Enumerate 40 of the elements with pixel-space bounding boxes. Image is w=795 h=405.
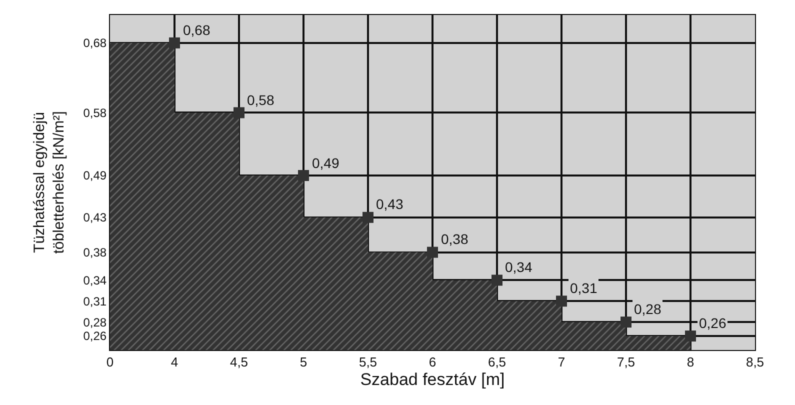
point — [556, 296, 567, 307]
data-label: 0,49 — [312, 155, 340, 171]
data-label: 0,28 — [634, 301, 662, 317]
x-tick-label: 5,5 — [358, 354, 378, 370]
y-tick-label: 0,31 — [83, 294, 107, 308]
point — [492, 274, 502, 286]
point — [169, 37, 180, 48]
y-tick-label: 0,58 — [83, 106, 107, 120]
x-tick-label: 0 — [106, 354, 114, 370]
point — [685, 330, 696, 342]
x-tick-label: 7,5 — [616, 354, 636, 370]
data-label: 0,34 — [505, 259, 532, 275]
point — [620, 316, 632, 328]
x-tick-label: 8 — [686, 354, 694, 370]
data-label: 0,26 — [699, 315, 726, 331]
x-tick-label: 6 — [428, 354, 436, 370]
point — [427, 246, 438, 258]
y-tick-label: 0,43 — [83, 210, 107, 225]
x-tick-label: 4 — [170, 354, 178, 370]
y-tick-label: 0,38 — [83, 245, 107, 260]
data-label: 0,31 — [570, 280, 598, 296]
data-label: 0,68 — [183, 22, 210, 38]
x-tick-label: 8,5 — [746, 354, 764, 370]
x-tick-label: 7 — [558, 354, 566, 370]
y-tick-label: 0,49 — [83, 168, 107, 183]
x-tick-label: 5 — [300, 354, 308, 370]
y-axis-title: Tüzhatással egyidejü töbletterhelés [kN/m²] — [30, 111, 68, 254]
y-tick-label: 0,34 — [83, 273, 107, 288]
point — [298, 170, 309, 182]
data-label: 0,38 — [441, 231, 468, 247]
data-label: 0,43 — [376, 196, 404, 212]
point — [362, 212, 374, 223]
y-tick-label: 0,68 — [83, 36, 107, 50]
point — [234, 107, 244, 118]
data-label: 0,58 — [247, 92, 274, 108]
x-axis-title: Szabad fesztáv [m] — [360, 370, 505, 389]
x-tick-label: 6,5 — [488, 354, 506, 370]
y-tick-label: 0,26 — [83, 329, 107, 344]
x-tick-label: 4,5 — [230, 354, 248, 370]
y-tick-label: 0,28 — [83, 315, 107, 330]
